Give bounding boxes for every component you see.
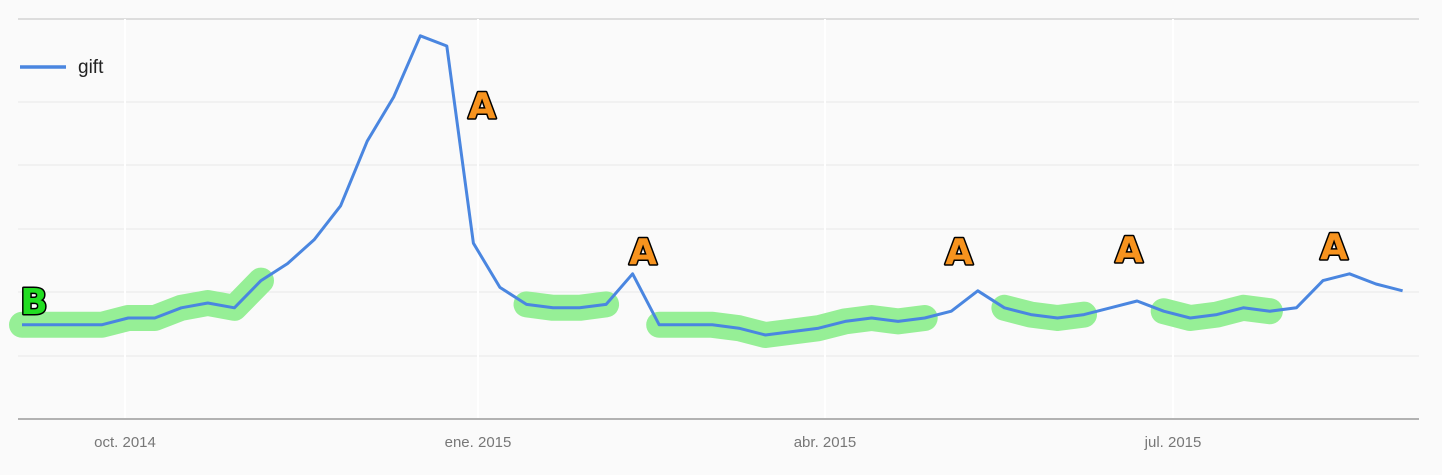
- marker-b-5: B: [20, 282, 47, 323]
- series-layer: [22, 34, 1403, 337]
- x-tick-label: ene. 2015: [445, 434, 512, 451]
- marker-a-3: A: [1115, 230, 1143, 271]
- x-tick-label: abr. 2015: [794, 434, 857, 451]
- x-tick-label: oct. 2014: [94, 434, 156, 451]
- legend: gift: [20, 57, 104, 78]
- marker-a-1: A: [629, 232, 657, 273]
- series-line-gift: [22, 34, 1403, 337]
- x-axis: oct. 2014 ene. 2015 abr. 2015 jul. 2015: [18, 418, 1419, 451]
- x-tick-label: jul. 2015: [1144, 434, 1202, 451]
- marker-a-4: A: [1320, 227, 1348, 268]
- marker-a-2: A: [945, 232, 973, 273]
- marker-layer: A A A A A B: [19, 85, 1350, 325]
- legend-label-gift: gift: [78, 57, 104, 78]
- marker-a-0: A: [468, 86, 496, 127]
